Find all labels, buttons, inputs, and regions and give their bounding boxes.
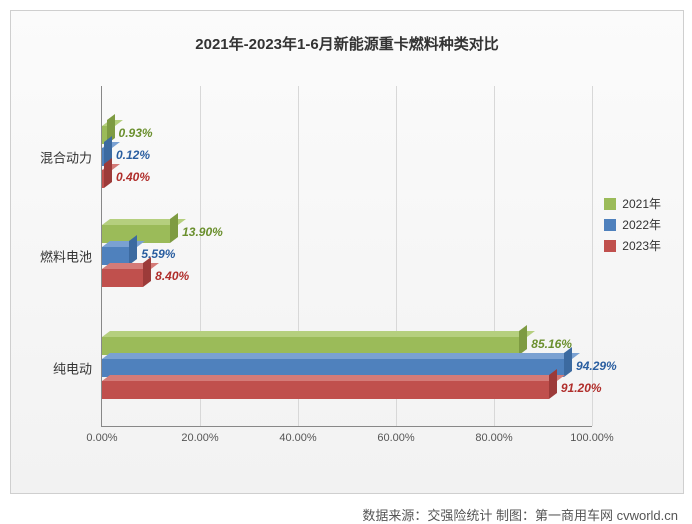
legend-item: 2022年 xyxy=(604,216,661,233)
legend: 2021年 2022年 2023年 xyxy=(604,191,661,258)
x-tick-label: 60.00% xyxy=(377,432,414,444)
category-label: 纯电动 xyxy=(32,359,92,378)
bar-2023: 91.20% xyxy=(102,381,549,399)
chart-title: 2021年-2023年1-6月新能源重卡燃料种类对比 xyxy=(11,33,683,54)
x-tick-label: 0.00% xyxy=(86,432,117,444)
legend-label: 2023年 xyxy=(622,237,661,254)
category-label: 混合动力 xyxy=(32,148,92,167)
legend-item: 2023年 xyxy=(604,237,661,254)
legend-label: 2022年 xyxy=(622,216,661,233)
legend-label: 2021年 xyxy=(622,195,661,212)
legend-swatch xyxy=(604,240,616,252)
legend-swatch xyxy=(604,198,616,210)
bar-2023: 8.40% xyxy=(102,269,143,287)
chart-panel: 2021年-2023年1-6月新能源重卡燃料种类对比 0.00%20.00%40… xyxy=(10,10,684,494)
legend-swatch xyxy=(604,219,616,231)
x-tick-label: 100.00% xyxy=(570,432,613,444)
gridline xyxy=(592,86,593,426)
legend-item: 2021年 xyxy=(604,195,661,212)
x-tick-label: 80.00% xyxy=(475,432,512,444)
bar-2023: 0.40% xyxy=(102,170,104,188)
x-tick-label: 20.00% xyxy=(181,432,218,444)
category-label: 燃料电池 xyxy=(32,247,92,266)
source-attribution: 数据来源：交强险统计 制图：第一商用车网 cvworld.cn xyxy=(362,505,678,524)
x-tick-label: 40.00% xyxy=(279,432,316,444)
plot-area: 0.00%20.00%40.00%60.00%80.00%100.00%混合动力… xyxy=(101,86,592,427)
